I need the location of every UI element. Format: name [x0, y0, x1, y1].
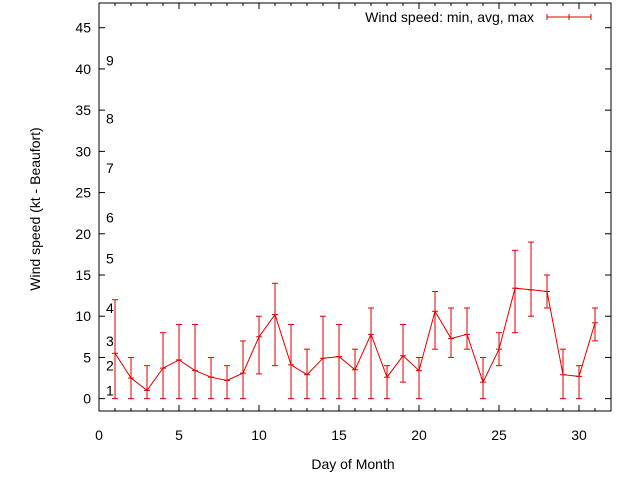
average-line — [112, 285, 598, 394]
y-tick-label: 35 — [75, 102, 91, 118]
beaufort-label: 6 — [106, 209, 114, 225]
x-tick-label: 10 — [251, 427, 267, 443]
beaufort-label: 4 — [106, 300, 114, 316]
x-tick-label: 5 — [175, 427, 183, 443]
x-tick-label: 25 — [491, 427, 507, 443]
x-tick-label: 0 — [95, 427, 103, 443]
x-tick-label: 20 — [411, 427, 427, 443]
y-tick-label: 10 — [75, 308, 91, 324]
y-tick-label: 5 — [83, 349, 91, 365]
x-axis: 0 5 10 15 20 25 30 — [95, 3, 612, 443]
beaufort-label: 2 — [106, 358, 114, 374]
y-axis-title: Wind speed (kt - Beaufort) — [27, 127, 43, 290]
legend-label: Wind speed: min, avg, max — [365, 9, 534, 25]
y-tick-label: 15 — [75, 267, 91, 283]
beaufort-label: 7 — [106, 160, 114, 176]
error-bars — [112, 241, 598, 400]
x-tick-label: 15 — [331, 427, 347, 443]
beaufort-label: 8 — [106, 110, 114, 126]
legend-key — [546, 14, 592, 20]
legend: Wind speed: min, avg, max — [365, 9, 592, 25]
x-axis-title: Day of Month — [311, 456, 394, 472]
beaufort-label: 3 — [106, 333, 114, 349]
y-tick-label: 20 — [75, 226, 91, 242]
beaufort-label: 9 — [106, 53, 114, 69]
beaufort-label: 1 — [106, 382, 114, 398]
y-tick-label: 0 — [83, 391, 91, 407]
y-tick-label: 45 — [75, 20, 91, 36]
x-tick-label: 30 — [571, 427, 587, 443]
y-tick-label: 25 — [75, 185, 91, 201]
beaufort-scale: 1 2 3 4 5 6 7 8 9 — [106, 53, 114, 399]
y-tick-label: 40 — [75, 61, 91, 77]
beaufort-label: 5 — [106, 251, 114, 267]
y-tick-label: 30 — [75, 143, 91, 159]
